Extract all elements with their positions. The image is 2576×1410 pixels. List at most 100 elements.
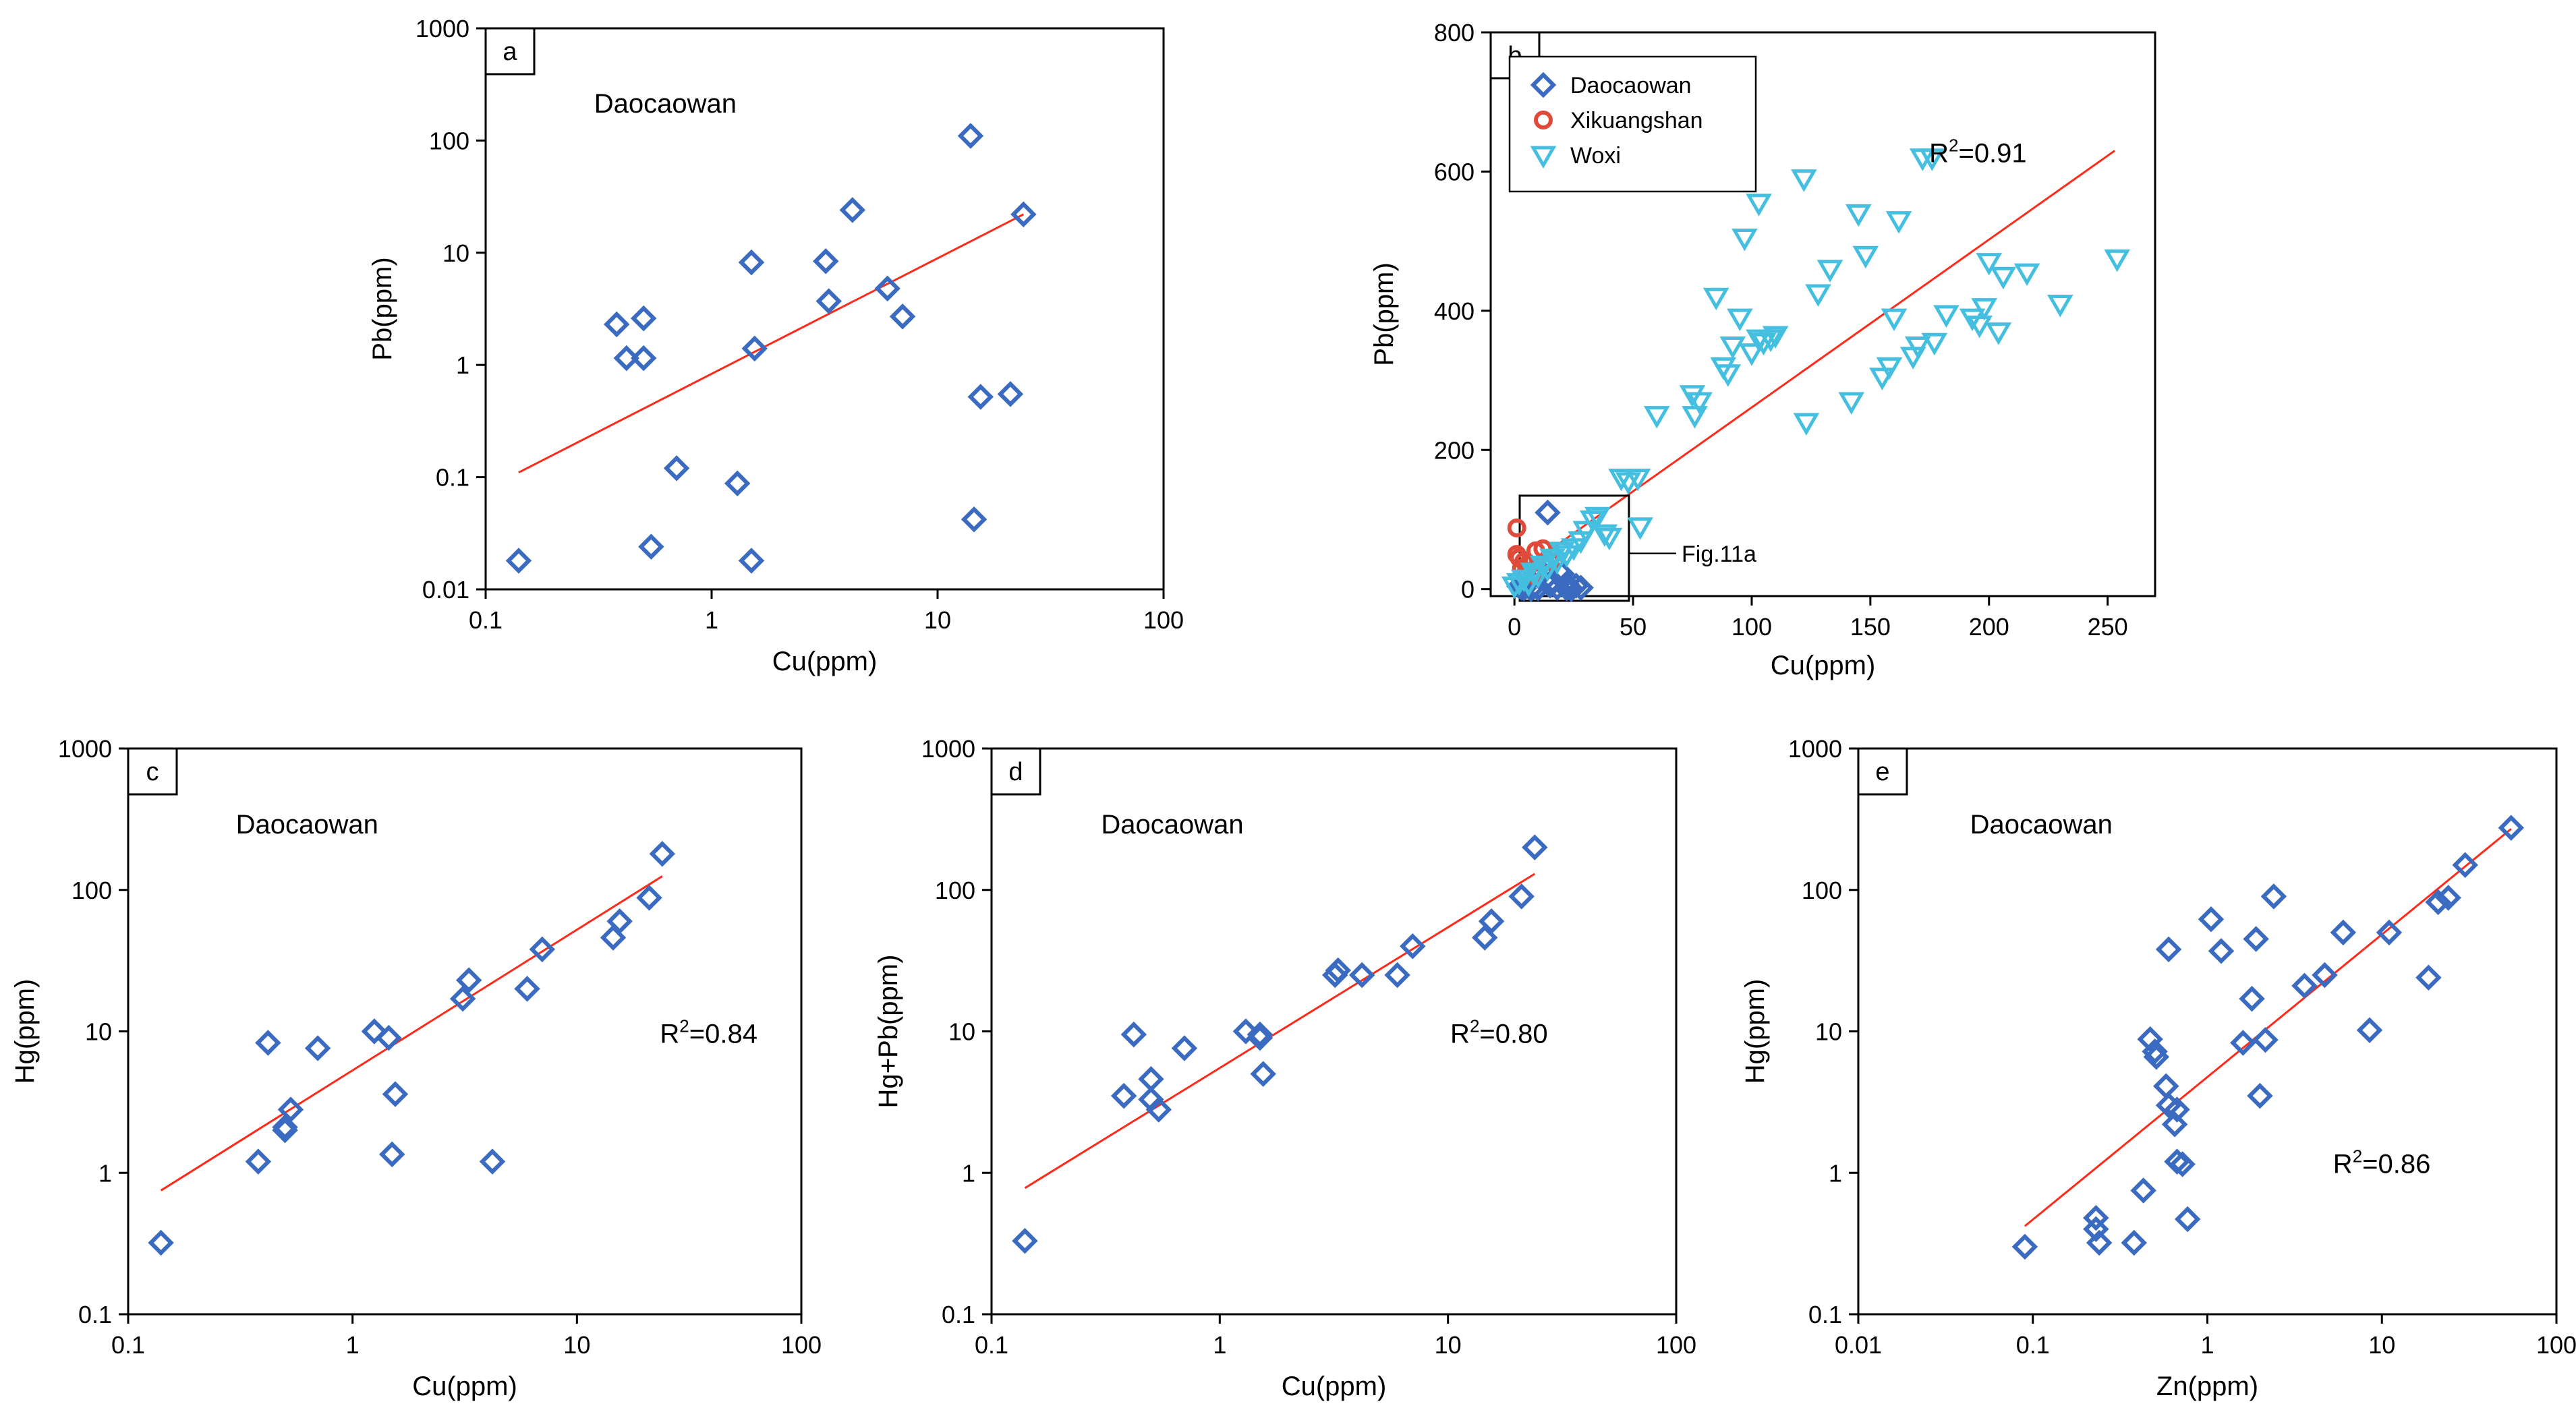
data-point [272, 1117, 298, 1144]
data-point [1904, 336, 1931, 359]
r-squared-label: R2=0.86 [2333, 1146, 2431, 1179]
data-point [2155, 936, 2182, 963]
data-point [376, 1024, 402, 1051]
legend-marker [1534, 111, 1553, 129]
site-annotation: Daocaowan [594, 89, 737, 119]
data-point [663, 455, 690, 481]
data-point [1719, 336, 1746, 359]
data-point [148, 1229, 174, 1256]
y-axis-label: Pb(ppm) [368, 257, 397, 360]
data-point [606, 908, 633, 935]
x-tick-label: 100 [1656, 1331, 1696, 1359]
data-point [636, 885, 662, 911]
panel-label: d [1008, 758, 1023, 786]
series-daocaowan [505, 123, 1037, 574]
x-tick-label: 0.1 [2016, 1331, 2050, 1359]
data-point [1966, 315, 1993, 339]
data-point [2161, 1111, 2188, 1138]
data-point [2252, 1026, 2279, 1053]
data-point [379, 1141, 405, 1168]
data-point [2121, 1229, 2148, 1256]
x-axis-label: Cu(ppm) [412, 1372, 517, 1401]
r-squared-label: R2=0.80 [1450, 1016, 1548, 1049]
regression-line [1514, 150, 2116, 577]
y-axis-label: Hg(ppm) [1740, 979, 1770, 1084]
y-tick-label: 0.1 [436, 464, 469, 492]
panel-label: a [503, 38, 517, 66]
data-point [1325, 957, 1352, 984]
data-point [2047, 295, 2073, 318]
x-tick-label: 1 [1213, 1331, 1226, 1359]
data-point [2260, 883, 2287, 910]
y-tick-label: 1 [962, 1159, 975, 1187]
y-axis-label: Hg+Pb(ppm) [874, 955, 903, 1109]
data-point [2435, 885, 2461, 911]
data-point [1805, 284, 1831, 307]
y-tick-label: 1 [456, 351, 469, 379]
data-point [738, 548, 765, 574]
x-axis-label: Cu(ppm) [772, 647, 878, 676]
plot-frame [1857, 747, 2558, 1316]
panel-d: 0.1 1 10 100 0.1 1 10 100 1000 Cu(ppm) Hg+Pb(ppm) d… [874, 735, 1696, 1401]
data-point [1933, 305, 1959, 328]
data-point [1539, 548, 1566, 572]
data-point [505, 548, 532, 574]
x-tick-label: 100 [1731, 613, 1772, 641]
data-point [2243, 926, 2269, 952]
panel-e: 0.01 0.1 1 10 100 0.1 1 10 100 1000 Zn(ppm) Hg(ppm)… [1740, 735, 2576, 1401]
data-point [1816, 260, 1843, 283]
x-tick-label: 200 [1969, 613, 2009, 641]
data-point [2239, 985, 2265, 1012]
y-tick-label: 0 [1461, 576, 1475, 604]
y-tick-label: 10 [1815, 1018, 1842, 1046]
data-point [1971, 298, 1998, 321]
data-point [889, 303, 916, 330]
data-point [272, 1114, 298, 1140]
data-point [630, 305, 657, 332]
data-point [2174, 1206, 2201, 1233]
data-point [2452, 852, 2478, 879]
data-point [1247, 1021, 1273, 1048]
x-tick-label: 0.1 [111, 1331, 145, 1359]
data-point [2013, 263, 2040, 287]
plot-frame [1489, 31, 2156, 597]
data-point [2198, 906, 2225, 933]
data-point [1145, 1096, 1172, 1123]
x-axis-label: Cu(ppm) [1282, 1372, 1387, 1401]
x-tick-label: 10 [1435, 1331, 1462, 1359]
legend-marker [1530, 146, 1557, 169]
data-point [1400, 933, 1426, 960]
data-point [2086, 1229, 2113, 1256]
data-point [815, 288, 842, 314]
data-point [1918, 148, 1945, 171]
data-point [1508, 883, 1535, 910]
y-tick-label: 1 [1829, 1159, 1842, 1187]
data-point [2137, 1026, 2163, 1053]
data-point [1738, 343, 1765, 366]
data-point [245, 1148, 272, 1175]
data-point [1793, 413, 1820, 436]
site-annotation: Daocaowan [1101, 810, 1243, 840]
data-point [1985, 322, 2012, 345]
panel-label-box [484, 27, 536, 76]
y-tick-label: 10 [948, 1018, 975, 1046]
data-point [361, 1018, 388, 1045]
data-point [1171, 1035, 1198, 1061]
y-axis-label: Hg(ppm) [10, 979, 40, 1084]
data-point [1959, 308, 1986, 332]
data-point [600, 924, 627, 951]
y-tick-label: 0.01 [422, 576, 469, 604]
data-point [1757, 329, 1784, 353]
data-point [1250, 1061, 1276, 1087]
data-point [2083, 1204, 2109, 1231]
data-point [1921, 332, 1948, 356]
site-annotation: Daocaowan [236, 810, 378, 840]
data-point [603, 311, 630, 338]
data-point [2130, 1177, 2156, 1204]
data-point [1549, 541, 1575, 564]
data-point [2142, 1038, 2168, 1065]
y-tick-label: 0.1 [942, 1301, 975, 1328]
y-tick-label: 10 [85, 1018, 112, 1046]
regression-line [518, 213, 1025, 474]
data-point [2208, 938, 2235, 964]
